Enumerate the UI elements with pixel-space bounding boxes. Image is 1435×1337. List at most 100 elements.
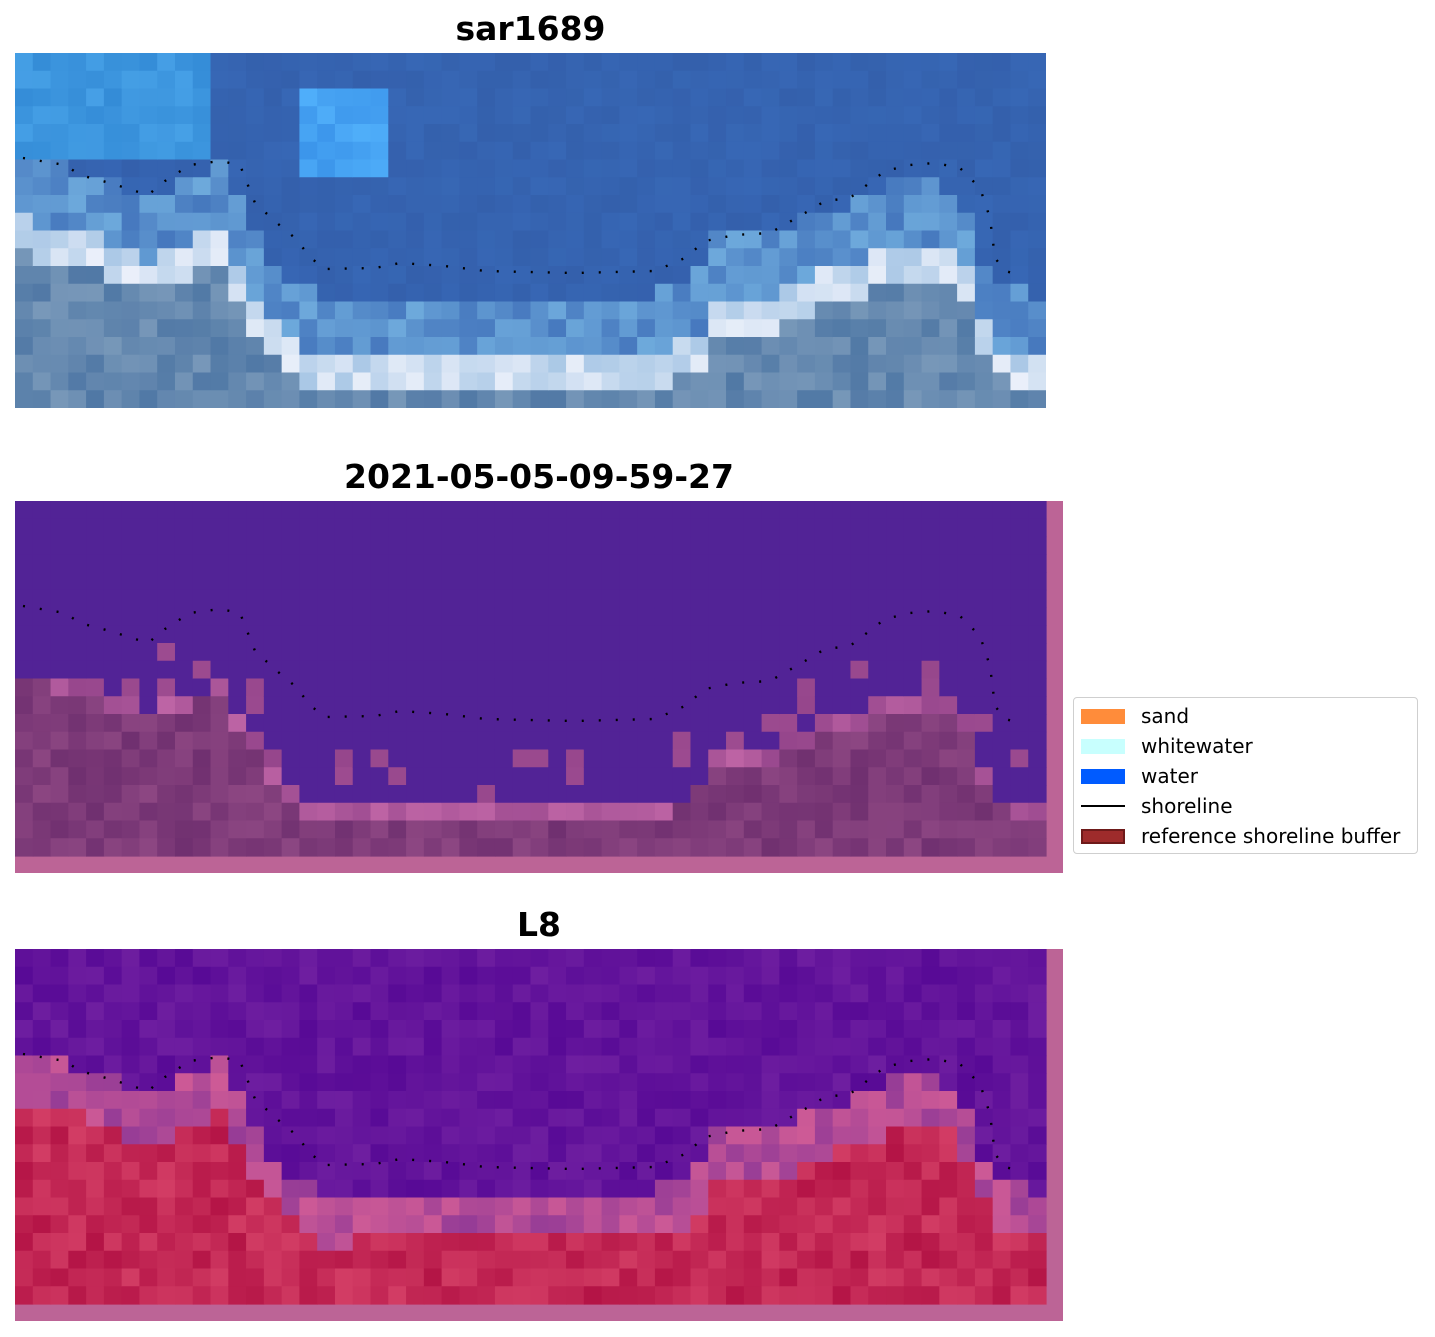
pixel-cell bbox=[139, 319, 158, 338]
pixel-cell bbox=[992, 1286, 1012, 1305]
pixel-cell bbox=[157, 572, 176, 591]
pixel-cell bbox=[103, 1091, 123, 1110]
pixel-cell bbox=[494, 1055, 514, 1074]
pixel-cell bbox=[743, 966, 763, 986]
pixel-cell bbox=[459, 678, 478, 697]
pixel-cell bbox=[654, 177, 674, 196]
pixel-cell bbox=[832, 714, 852, 733]
pixel-cell bbox=[619, 106, 638, 125]
pixel-cell bbox=[228, 731, 247, 751]
pixel-cell bbox=[974, 518, 994, 538]
pixel-cell bbox=[566, 820, 585, 839]
pixel-cell bbox=[637, 283, 656, 303]
pixel-cell bbox=[477, 949, 496, 968]
pixel-cell bbox=[68, 1162, 87, 1181]
pixel-cell bbox=[174, 141, 194, 161]
pixel-cell bbox=[334, 949, 354, 968]
pixel-cell bbox=[334, 106, 354, 125]
pixel-cell bbox=[299, 802, 318, 822]
pixel-cell bbox=[601, 106, 620, 125]
pixel-cell bbox=[263, 536, 283, 555]
pixel-cell bbox=[832, 589, 852, 609]
pixel-cell bbox=[174, 714, 194, 733]
pixel-cell bbox=[1010, 554, 1029, 573]
pixel-cell bbox=[263, 53, 283, 72]
pixel-cell bbox=[1028, 749, 1047, 768]
pixel-cell bbox=[352, 195, 372, 214]
pixel-cell bbox=[601, 1233, 620, 1252]
pixel-cell bbox=[68, 696, 87, 715]
pixel-cell bbox=[210, 106, 229, 125]
pixel-cell bbox=[352, 53, 372, 72]
pixel-cell bbox=[263, 966, 283, 986]
pixel-cell bbox=[334, 607, 354, 626]
pixel-cell bbox=[406, 696, 425, 715]
pixel-cell bbox=[370, 337, 389, 356]
pixel-cell bbox=[299, 319, 318, 338]
pixel-cell bbox=[886, 177, 905, 196]
pixel-cell bbox=[334, 1108, 354, 1128]
pixel-cell bbox=[886, 124, 905, 143]
pixel-cell bbox=[992, 660, 1012, 680]
pixel-cell bbox=[423, 1215, 443, 1234]
pixel-cell bbox=[32, 301, 52, 320]
pixel-cell bbox=[921, 372, 940, 391]
pixel-cell bbox=[566, 88, 585, 107]
pixel-cell bbox=[281, 536, 301, 555]
pixel-cell bbox=[601, 390, 620, 408]
pixel-cell bbox=[672, 949, 692, 968]
pixel-cell bbox=[566, 554, 585, 573]
pixel-cell bbox=[583, 106, 603, 125]
pixel-cell bbox=[512, 1179, 532, 1199]
pixel-cell bbox=[939, 501, 958, 520]
pixel-cell bbox=[334, 589, 354, 609]
pixel-cell bbox=[566, 212, 585, 232]
pixel-cell bbox=[406, 1250, 425, 1270]
pixel-cell bbox=[726, 966, 745, 986]
pixel-cell bbox=[281, 767, 301, 786]
rgb-image-panel bbox=[15, 53, 1046, 408]
pixel-cell bbox=[441, 1144, 460, 1163]
pixel-cell bbox=[246, 767, 265, 786]
pixel-cell bbox=[726, 554, 745, 573]
pixel-cell bbox=[103, 195, 123, 214]
pixel-cell bbox=[672, 301, 692, 320]
pixel-cell bbox=[441, 1233, 460, 1252]
pixel-cell bbox=[992, 536, 1012, 555]
pixel-cell bbox=[192, 660, 212, 680]
pixel-cell bbox=[121, 1020, 141, 1039]
pixel-cell bbox=[139, 714, 158, 733]
pixel-cell bbox=[1010, 1144, 1029, 1163]
pixel-cell bbox=[494, 696, 514, 715]
legend-item-whitewater: whitewater bbox=[1081, 734, 1253, 758]
pixel-cell bbox=[263, 1073, 283, 1092]
pixel-cell bbox=[174, 1002, 194, 1021]
pixel-cell bbox=[406, 1020, 425, 1039]
pixel-cell bbox=[583, 731, 603, 751]
pixel-cell bbox=[761, 337, 780, 356]
pixel-cell bbox=[690, 518, 709, 538]
pixel-cell bbox=[50, 1126, 69, 1145]
pixel-cell bbox=[637, 266, 656, 285]
pixel-cell bbox=[548, 731, 567, 751]
pixel-cell bbox=[743, 106, 763, 125]
pixel-cell bbox=[814, 749, 834, 768]
pixel-cell bbox=[654, 589, 674, 609]
pixel-cell bbox=[708, 1126, 727, 1145]
pixel-cell bbox=[512, 607, 532, 626]
pixel-cell bbox=[423, 141, 443, 161]
pixel-cell bbox=[459, 1144, 478, 1163]
pixel-cell bbox=[15, 749, 34, 768]
pixel-cell bbox=[530, 248, 549, 267]
pixel-cell bbox=[743, 141, 763, 161]
pixel-cell bbox=[530, 820, 549, 839]
pixel-cell bbox=[868, 390, 887, 408]
pixel-cell bbox=[157, 731, 176, 751]
pixel-cell bbox=[494, 1286, 514, 1305]
pixel-cell bbox=[352, 625, 372, 644]
pixel-cell bbox=[157, 195, 176, 214]
pixel-cell bbox=[512, 106, 532, 125]
pixel-cell bbox=[334, 1197, 354, 1216]
pixel-cell bbox=[654, 212, 674, 232]
pixel-cell bbox=[1028, 1073, 1047, 1092]
